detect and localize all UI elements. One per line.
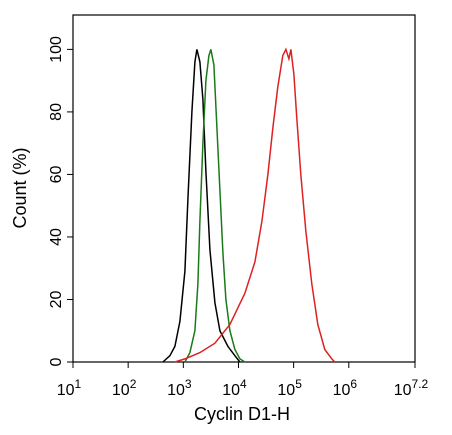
series-line — [174, 47, 336, 363]
x-tick-exponent: 2 — [130, 377, 137, 391]
x-tick-base: 10 — [333, 382, 351, 399]
x-tick-exponent: 5 — [295, 377, 302, 391]
y-tick-label: 40 — [48, 228, 65, 246]
x-tick-label: 107.2 — [394, 377, 429, 399]
x-tick-exponent: 4 — [240, 377, 247, 391]
y-tick-label: 100 — [48, 36, 65, 63]
x-tick-label: 104 — [222, 377, 247, 399]
x-tick-base: 10 — [277, 382, 295, 399]
x-tick-base: 10 — [394, 382, 412, 399]
plot-frame — [72, 14, 416, 363]
x-tick-base: 10 — [112, 382, 130, 399]
x-tick-exponent: 7.2 — [412, 377, 429, 391]
y-tick-label: 0 — [48, 357, 65, 366]
y-tick-label: 60 — [48, 165, 65, 183]
x-tick-label: 102 — [112, 377, 137, 399]
y-tick-label: 80 — [48, 103, 65, 121]
x-tick-label: 105 — [277, 377, 302, 399]
x-tick-label: 103 — [167, 377, 192, 399]
x-tick-exponent: 1 — [75, 377, 82, 391]
x-tick-exponent: 3 — [185, 377, 192, 391]
y-axis-label: Count (%) — [10, 147, 30, 228]
x-tick-base: 10 — [222, 382, 240, 399]
y-tick-label: 20 — [48, 290, 65, 308]
series-line — [184, 49, 246, 363]
x-axis-label: Cyclin D1-H — [194, 404, 290, 424]
x-tick-base: 10 — [167, 382, 185, 399]
x-tick-exponent: 6 — [350, 377, 357, 391]
x-tick-label: 101 — [57, 377, 82, 399]
series-line — [162, 49, 241, 363]
x-tick-base: 10 — [57, 382, 75, 399]
x-tick-label: 106 — [333, 377, 358, 399]
